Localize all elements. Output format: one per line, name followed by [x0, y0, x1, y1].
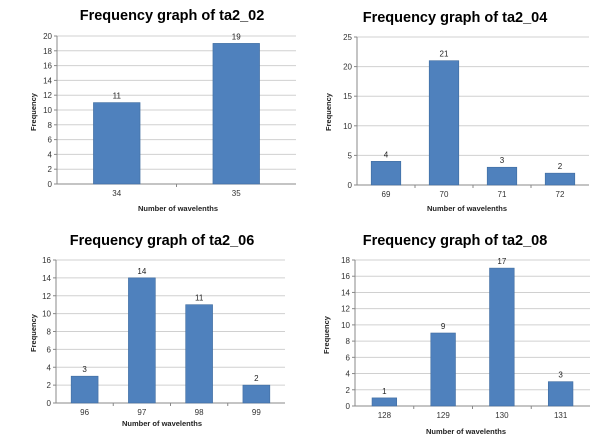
y-tick-label: 0: [47, 399, 52, 408]
x-axis-label: Number of wavelenths: [138, 204, 218, 213]
y-axis-label: Frequency: [29, 313, 38, 352]
bar: [489, 267, 515, 407]
bar: [428, 60, 460, 186]
y-axis-label: Frequency: [322, 315, 331, 354]
data-label: 3: [82, 365, 87, 374]
data-label: 4: [384, 150, 389, 159]
y-tick-label: 18: [341, 256, 350, 265]
x-tick-label: 128: [378, 411, 392, 420]
y-tick-label: 0: [48, 180, 53, 189]
y-tick-label: 14: [43, 76, 52, 85]
chart-svg: Frequency graph of ta2_08 Frequency Numb…: [322, 233, 590, 436]
data-label: 11: [195, 294, 204, 303]
y-tick-label: 6: [48, 136, 53, 145]
y-tick-label: 6: [47, 345, 52, 354]
bar: [128, 277, 156, 404]
x-tick-label: 97: [137, 408, 146, 417]
x-tick-label: 71: [498, 190, 507, 199]
bar: [430, 332, 456, 407]
y-tick-label: 20: [43, 32, 52, 41]
y-tick-label: 10: [343, 122, 352, 131]
data-label: 9: [441, 322, 446, 331]
y-tick-label: 18: [43, 47, 52, 56]
data-label: 14: [137, 267, 146, 276]
y-tick-label: 6: [346, 353, 351, 362]
data-label: 3: [558, 371, 563, 380]
x-tick-label: 131: [554, 411, 568, 420]
data-label: 3: [500, 156, 505, 165]
data-label: 19: [232, 32, 241, 41]
x-tick-label: 69: [382, 190, 391, 199]
chart-panel-ta2-08: Frequency graph of ta2_08 Frequency Numb…: [305, 223, 610, 446]
x-axis-label: Number of wavelenths: [426, 427, 506, 436]
x-tick-label: 35: [232, 189, 241, 198]
x-tick-label: 72: [556, 190, 565, 199]
bar: [486, 166, 518, 186]
y-tick-label: 16: [42, 256, 51, 265]
y-tick-label: 2: [48, 165, 53, 174]
y-tick-label: 25: [343, 33, 352, 42]
y-tick-label: 5: [348, 151, 353, 160]
y-tick-label: 8: [47, 328, 52, 337]
y-tick-label: 8: [48, 121, 53, 130]
y-tick-label: 4: [48, 150, 53, 159]
x-tick-label: 98: [195, 408, 204, 417]
y-tick-label: 10: [341, 321, 350, 330]
y-tick-label: 10: [42, 310, 51, 319]
y-tick-label: 14: [42, 274, 51, 283]
chart-panel-ta2-02: Frequency graph of ta2_02 Frequency Numb…: [0, 0, 305, 223]
bar: [371, 397, 398, 407]
y-tick-label: 20: [343, 63, 352, 72]
y-tick-label: 16: [43, 62, 52, 71]
x-tick-label: 96: [80, 408, 89, 417]
y-tick-label: 4: [47, 363, 52, 372]
data-label: 21: [440, 50, 449, 59]
x-tick-label: 130: [495, 411, 509, 420]
bar: [242, 384, 271, 404]
x-axis-label: Number of wavelenths: [427, 204, 507, 213]
chart-svg: Frequency graph of ta2_04 Frequency Numb…: [324, 10, 589, 213]
y-tick-label: 14: [341, 288, 350, 297]
x-axis-label: Number of wavelenths: [122, 419, 202, 428]
data-label: 2: [254, 374, 259, 383]
data-label: 2: [558, 162, 563, 171]
chart-svg: Frequency graph of ta2_06 Frequency Numb…: [29, 233, 285, 428]
y-tick-label: 12: [42, 292, 51, 301]
bar: [547, 381, 574, 407]
y-axis-label: Frequency: [29, 92, 38, 131]
data-label: 1: [382, 387, 387, 396]
bar: [70, 375, 99, 404]
y-axis-label: Frequency: [324, 92, 333, 131]
y-tick-label: 8: [346, 337, 351, 346]
bar: [93, 102, 141, 185]
data-label: 11: [113, 92, 122, 101]
y-tick-label: 4: [346, 370, 351, 379]
x-tick-label: 99: [252, 408, 261, 417]
bar: [544, 172, 576, 186]
x-tick-label: 70: [440, 190, 449, 199]
y-tick-label: 12: [341, 305, 350, 314]
bar: [212, 43, 260, 185]
y-tick-label: 16: [341, 272, 350, 281]
chart-title: Frequency graph of ta2_02: [80, 8, 265, 24]
chart-svg: Frequency graph of ta2_02 Frequency Numb…: [29, 8, 296, 213]
bar: [185, 304, 213, 404]
y-tick-label: 0: [348, 181, 353, 190]
chart-panel-ta2-04: Frequency graph of ta2_04 Frequency Numb…: [305, 0, 610, 223]
chart-title: Frequency graph of ta2_04: [363, 10, 548, 26]
y-tick-label: 2: [47, 381, 52, 390]
y-tick-label: 10: [43, 106, 52, 115]
chart-title: Frequency graph of ta2_06: [70, 233, 255, 249]
bar: [370, 161, 402, 186]
x-tick-label: 129: [436, 411, 450, 420]
y-tick-label: 15: [343, 92, 352, 101]
y-tick-label: 12: [43, 91, 52, 100]
y-tick-label: 2: [346, 386, 351, 395]
data-label: 17: [497, 257, 506, 266]
chart-title: Frequency graph of ta2_08: [363, 233, 548, 249]
chart-panel-ta2-06: Frequency graph of ta2_06 Frequency Numb…: [0, 223, 305, 446]
y-tick-label: 0: [346, 402, 351, 411]
x-tick-label: 34: [112, 189, 121, 198]
